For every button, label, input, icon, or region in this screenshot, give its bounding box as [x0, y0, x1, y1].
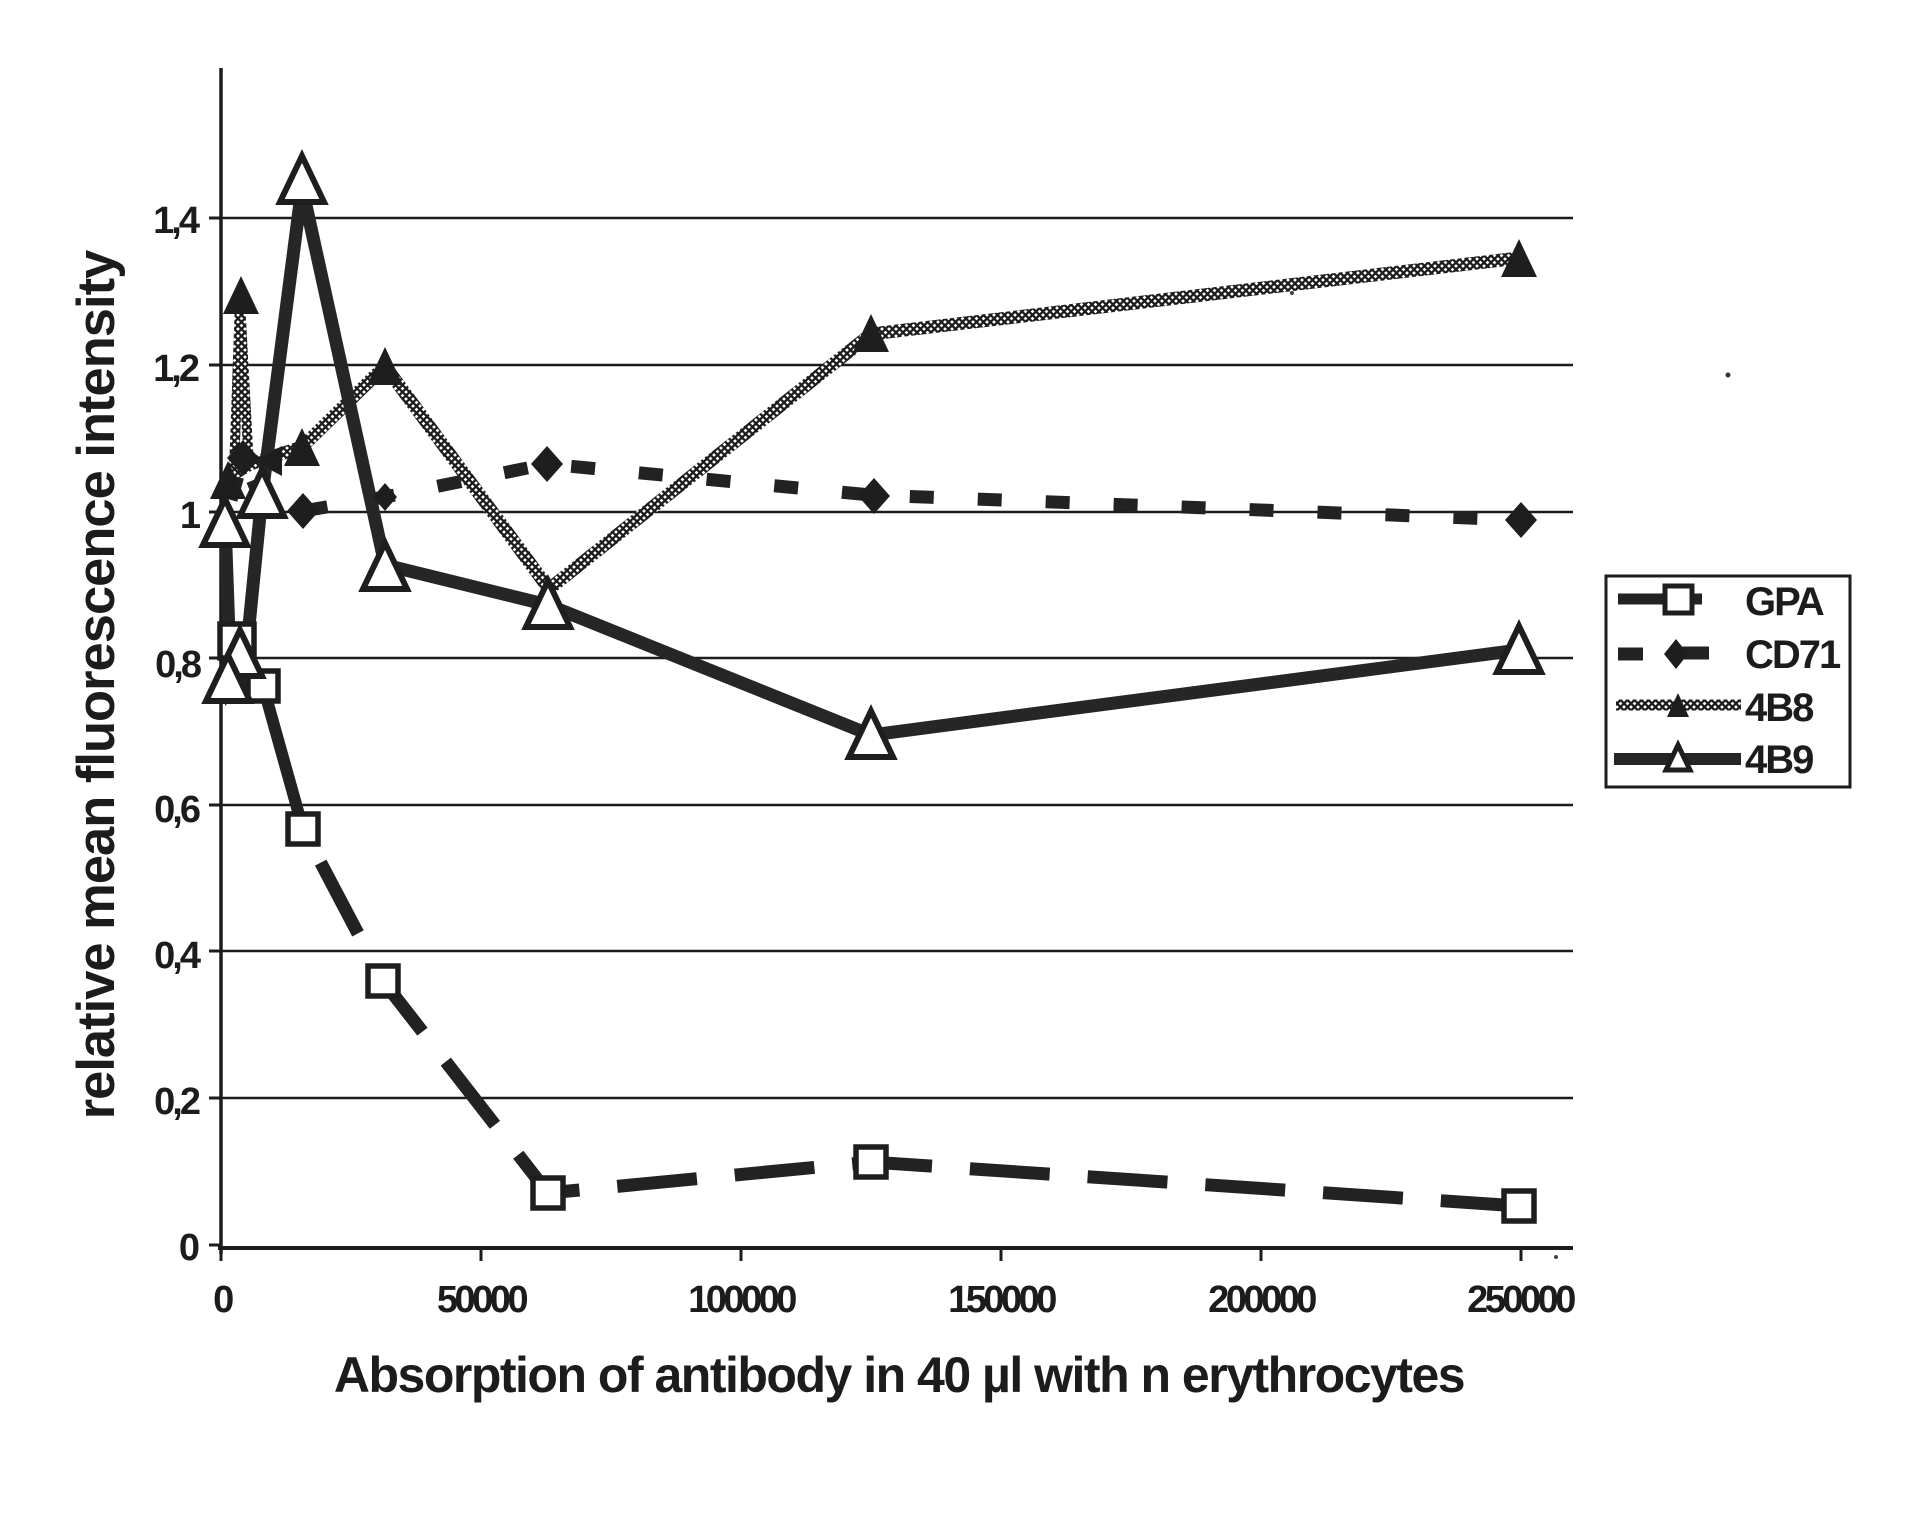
svg-text:200000: 200000 — [1208, 1279, 1316, 1321]
svg-text:0,2: 0,2 — [154, 1081, 200, 1123]
svg-text:GPA: GPA — [1745, 580, 1824, 624]
svg-text:CD71: CD71 — [1745, 633, 1841, 677]
svg-text:250000: 250000 — [1467, 1279, 1575, 1321]
svg-text:50000: 50000 — [437, 1279, 528, 1321]
svg-text:0,6: 0,6 — [154, 789, 200, 831]
svg-text:0: 0 — [213, 1279, 233, 1321]
svg-text:Absorption of antibody in 40 µ: Absorption of antibody in 40 µl with n e… — [334, 1347, 1464, 1403]
svg-text:1,4: 1,4 — [153, 200, 200, 242]
svg-text:0,4: 0,4 — [154, 935, 201, 977]
svg-text:4B8: 4B8 — [1745, 686, 1814, 730]
svg-text:0,8: 0,8 — [155, 644, 201, 686]
svg-text:100000: 100000 — [688, 1279, 796, 1321]
svg-text:4B9: 4B9 — [1745, 738, 1813, 782]
svg-text:1,2: 1,2 — [153, 348, 199, 390]
svg-text:relative mean fluorescence int: relative mean fluorescence intensity — [67, 250, 126, 1119]
svg-text:1: 1 — [180, 495, 201, 537]
svg-text:0: 0 — [179, 1227, 199, 1269]
svg-text:150000: 150000 — [948, 1279, 1056, 1321]
